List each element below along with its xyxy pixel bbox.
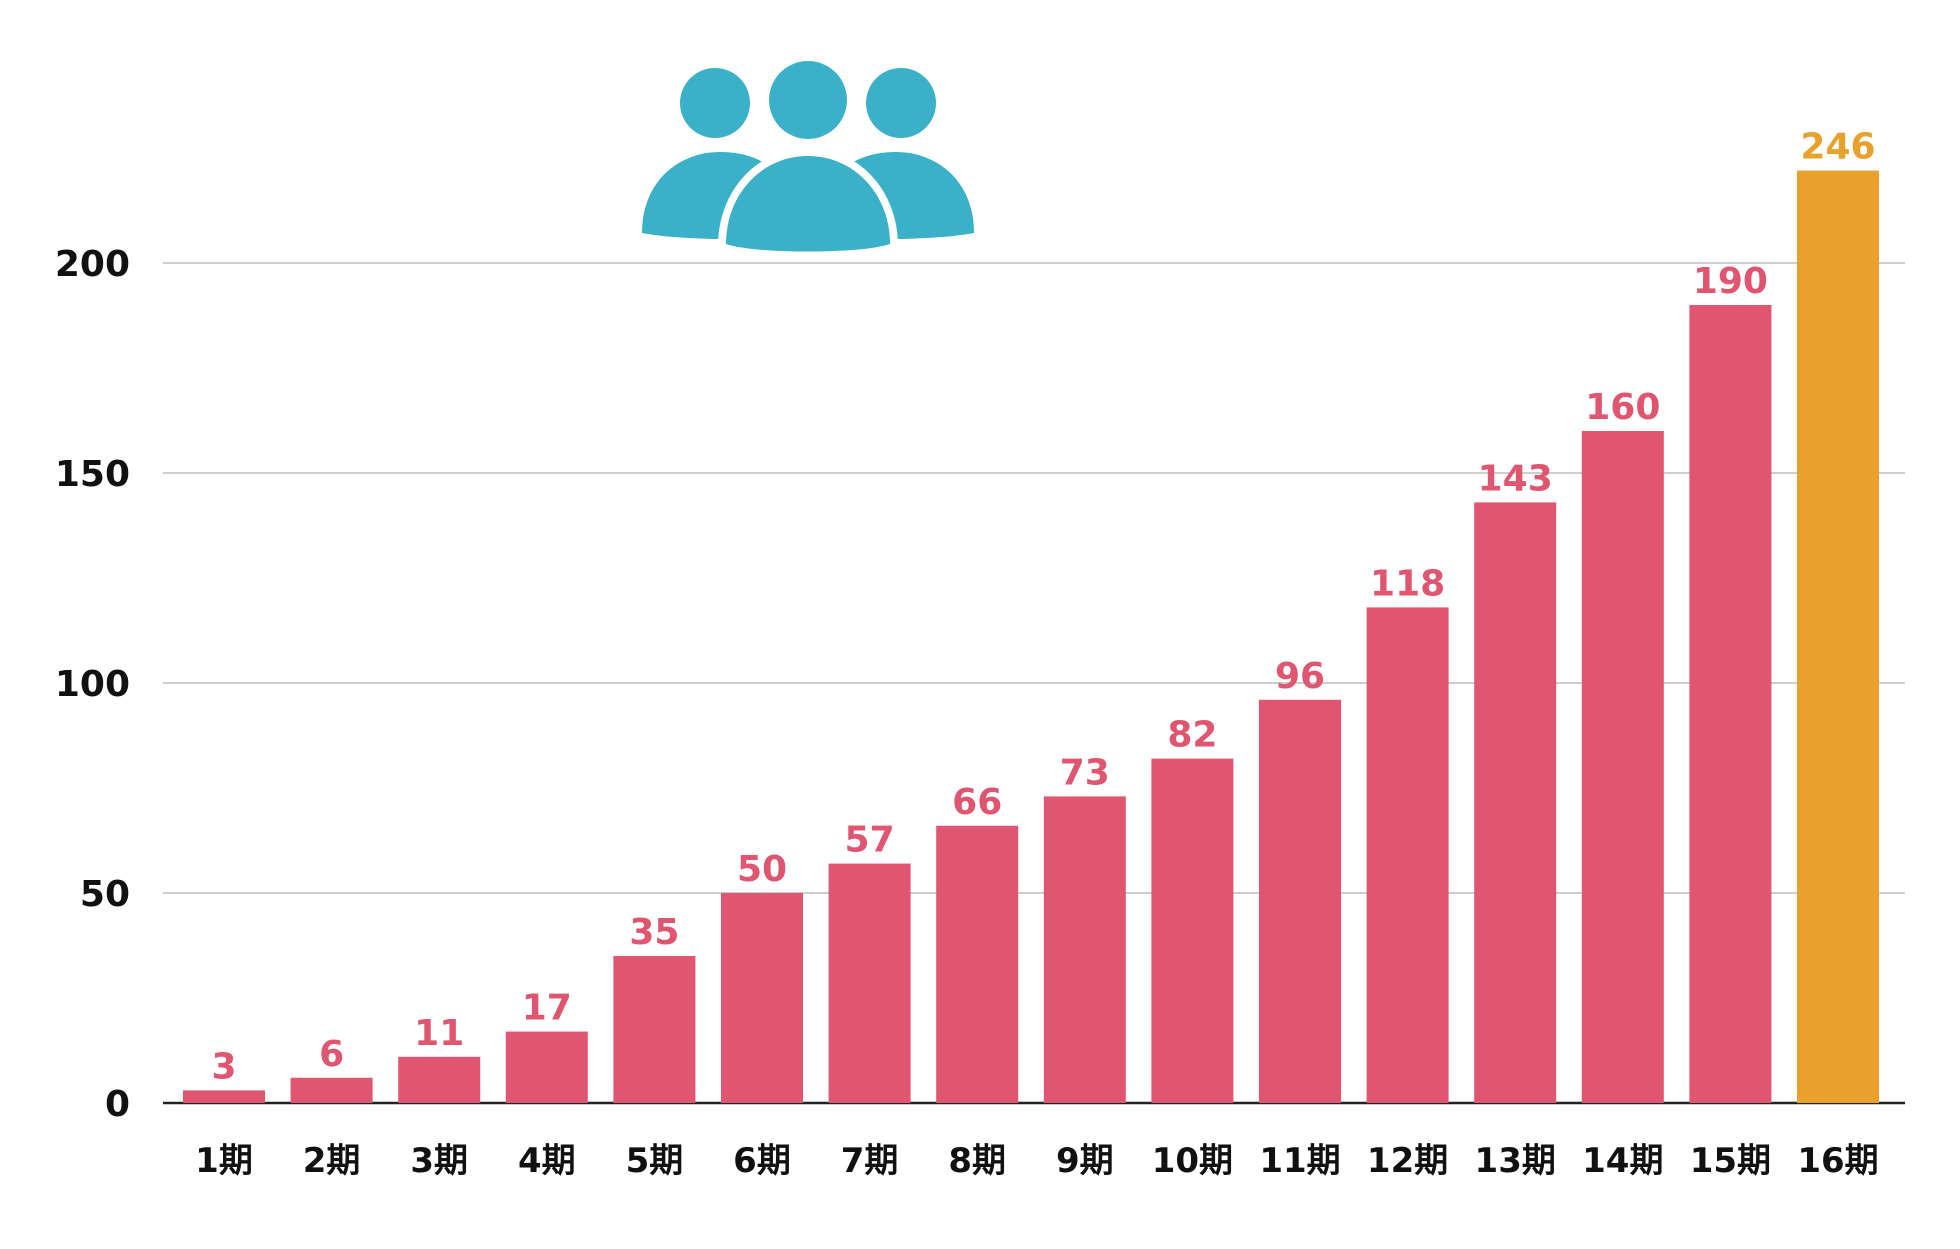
bar bbox=[828, 863, 911, 1103]
bar bbox=[1366, 607, 1449, 1103]
person-left-head bbox=[680, 68, 750, 138]
bar bbox=[183, 1090, 265, 1103]
bar bbox=[1259, 699, 1341, 1103]
group-people-icon bbox=[642, 55, 974, 255]
x-tick-label: 2期 bbox=[303, 1141, 361, 1181]
data-label: 96 bbox=[1275, 656, 1325, 697]
x-tick-label: 12期 bbox=[1367, 1141, 1448, 1181]
x-tick-label: 5期 bbox=[626, 1141, 684, 1181]
bar bbox=[1689, 305, 1772, 1103]
x-tick-label: 10期 bbox=[1152, 1141, 1233, 1181]
data-label: 190 bbox=[1693, 261, 1768, 302]
x-tick-label: 1期 bbox=[195, 1141, 253, 1181]
person-center-head bbox=[769, 61, 847, 139]
bar bbox=[398, 1056, 481, 1103]
data-label: 3 bbox=[211, 1046, 236, 1087]
x-tick-label: 11期 bbox=[1259, 1141, 1340, 1181]
label-layer: 0 50 100 150 200 3 1期 6 2期 11 3期 17 4期 35 5期 50 6期 57 7期 66… bbox=[55, 127, 1879, 1181]
y-tick-label: 150 bbox=[55, 454, 130, 495]
x-tick-label: 3期 bbox=[410, 1141, 468, 1181]
x-tick-label: 6期 bbox=[733, 1141, 791, 1181]
y-tick-label: 100 bbox=[55, 664, 130, 705]
data-label: 160 bbox=[1585, 387, 1660, 428]
bar bbox=[613, 956, 696, 1103]
data-label: 11 bbox=[414, 1013, 464, 1054]
data-label: 57 bbox=[845, 820, 895, 861]
data-label: 73 bbox=[1060, 752, 1110, 793]
bar bbox=[505, 1031, 588, 1103]
x-tick-label: 9期 bbox=[1056, 1141, 1114, 1181]
y-tick-label: 0 bbox=[105, 1084, 130, 1125]
bar bbox=[936, 825, 1019, 1103]
bar bbox=[1474, 502, 1557, 1103]
x-tick-label: 13期 bbox=[1475, 1141, 1556, 1181]
data-label: 143 bbox=[1478, 458, 1553, 499]
x-tick-label: 4期 bbox=[518, 1141, 576, 1181]
data-label: 50 bbox=[737, 849, 787, 890]
bar bbox=[721, 893, 803, 1103]
data-label: 246 bbox=[1800, 127, 1875, 168]
bar bbox=[290, 1077, 373, 1103]
bar bbox=[1043, 796, 1126, 1103]
x-tick-label: 14期 bbox=[1582, 1141, 1663, 1181]
x-tick-label: 8期 bbox=[948, 1141, 1006, 1181]
data-label: 82 bbox=[1167, 715, 1217, 756]
y-tick-label: 200 bbox=[55, 244, 130, 285]
data-label: 66 bbox=[952, 782, 1002, 823]
data-label: 35 bbox=[629, 912, 679, 953]
data-label: 118 bbox=[1370, 563, 1445, 604]
person-right-head bbox=[866, 68, 936, 138]
x-tick-label: 7期 bbox=[841, 1141, 899, 1181]
bar bbox=[1581, 431, 1664, 1103]
data-label: 6 bbox=[319, 1034, 344, 1075]
data-label: 17 bbox=[522, 988, 572, 1029]
bar bbox=[1151, 758, 1234, 1103]
x-tick-label: 15期 bbox=[1690, 1141, 1771, 1181]
bar bbox=[1797, 170, 1879, 1104]
bar-layer bbox=[183, 170, 1879, 1104]
y-tick-label: 50 bbox=[80, 874, 130, 915]
x-tick-label: 16期 bbox=[1797, 1141, 1878, 1181]
person-center-body bbox=[726, 156, 890, 252]
